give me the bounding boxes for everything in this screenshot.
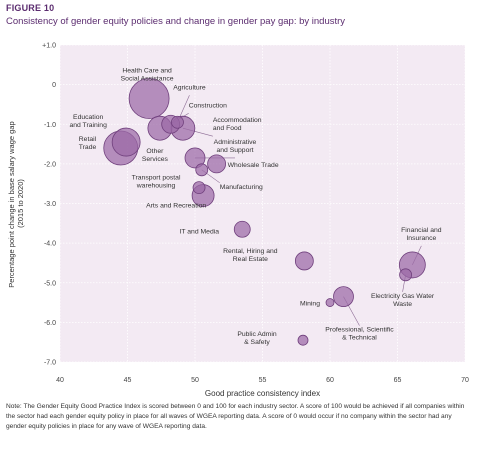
point-label: Retail Trade	[79, 136, 97, 151]
gridlines	[59, 44, 466, 363]
bubble-0	[128, 78, 170, 119]
point-label: Rental, Hiring and Real Estate	[223, 248, 278, 263]
point-label: Public Admin & Safety	[237, 331, 277, 346]
x-axis-label: Good practice consistency index	[205, 389, 320, 398]
bubble-7	[184, 147, 206, 169]
point-label: Transport postal warehousing	[132, 175, 181, 190]
bubble-chart: +1.0 0 -1.0 -2.0 -3.0 -4.0 -5.0 -6.0 -7.0 40 45 50…	[7, 43, 469, 399]
y-tick-label: -1.0	[44, 122, 56, 129]
point-label: Electricity Gas Water Waste	[371, 293, 435, 308]
y-axis-label-line-2: (2015 to 2020)	[16, 179, 25, 228]
point-label: Administrative and Support	[214, 139, 257, 154]
bubble-9	[195, 163, 209, 177]
x-tick-label: 50	[191, 377, 199, 384]
point-label: Accommodation and Food	[213, 117, 262, 132]
x-tick-label: 55	[259, 377, 267, 384]
bubble-10	[192, 181, 206, 195]
y-tick-label: +1.0	[42, 43, 56, 50]
x-tick-label: 45	[124, 377, 132, 384]
point-label: Education and Training	[69, 114, 107, 129]
point-label: Arts and Recreation	[146, 203, 206, 210]
x-tick-label: 70	[461, 377, 469, 384]
point-label: Financial and Insurance	[401, 227, 442, 242]
point-label: Mining	[300, 301, 320, 308]
y-tick-label: -6.0	[44, 320, 56, 327]
point-labels: Health Care and Social Assistance Agricult…	[69, 67, 441, 346]
point-label: Professional, Scientific & Technical	[325, 327, 394, 342]
figure-label: FIGURE 10	[6, 3, 55, 13]
x-tick-labels: 40 45 50 55 60 65 70	[56, 377, 469, 384]
bubble-15	[399, 268, 413, 282]
y-tick-labels: +1.0 0 -1.0 -2.0 -3.0 -4.0 -5.0 -6.0 -7.0	[42, 43, 56, 367]
bubble-5	[111, 127, 141, 157]
bubble-1	[171, 115, 184, 129]
point-label: Agriculture	[173, 84, 206, 91]
point-label: Other Services	[142, 148, 169, 163]
bubble-12	[233, 220, 251, 238]
y-tick-label: -2.0	[44, 161, 56, 168]
x-tick-label: 60	[326, 377, 334, 384]
y-tick-label: -7.0	[44, 360, 56, 367]
bubble-13	[294, 251, 314, 271]
y-tick-label: -5.0	[44, 280, 56, 287]
x-tick-label: 65	[394, 377, 402, 384]
point-label: Construction	[189, 102, 227, 109]
bubble-17	[333, 286, 354, 308]
chart-title: Consistency of gender equity policies an…	[6, 16, 346, 27]
point-label: IT and Media	[179, 228, 219, 235]
y-tick-label: -4.0	[44, 241, 56, 248]
point-label: Wholesale Trade	[228, 162, 279, 169]
bubble-16	[325, 298, 335, 307]
y-axis-label-line-1: Percentage point change in base salary w…	[7, 121, 16, 287]
bubbles	[103, 78, 426, 346]
y-tick-label: 0	[52, 82, 56, 89]
figure-note: Note: The Gender Equity Good Practice In…	[6, 403, 465, 430]
bubble-8	[207, 154, 227, 174]
bubble-18	[297, 334, 309, 346]
point-label: Health Care and Social Assistance	[121, 67, 174, 82]
point-label: Manufacturing	[220, 184, 263, 191]
y-axis-label: Percentage point change in base salary w…	[7, 119, 25, 287]
x-tick-label: 40	[56, 377, 64, 384]
y-tick-label: -3.0	[44, 201, 56, 208]
